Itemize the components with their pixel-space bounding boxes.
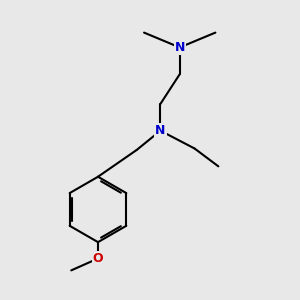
Text: O: O [93,252,103,265]
Text: N: N [175,41,185,54]
Text: N: N [155,124,166,137]
